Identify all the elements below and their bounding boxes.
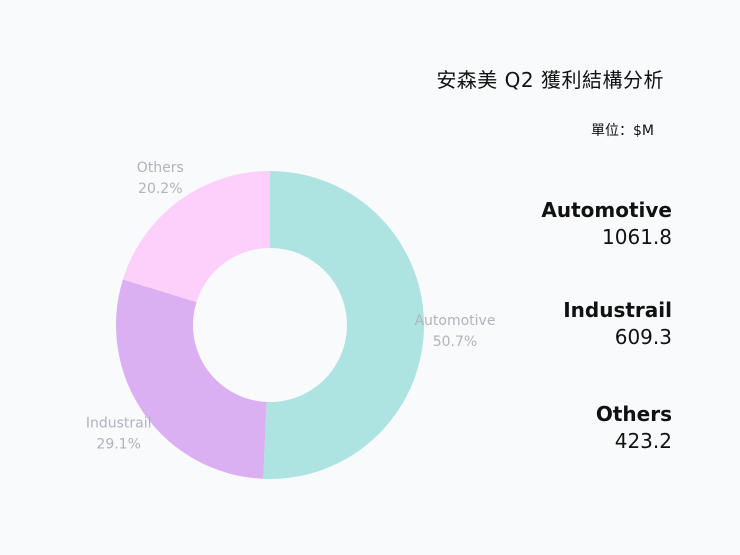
stat-industrail: Industrail 609.3 <box>452 296 672 350</box>
stat-value: 609.3 <box>614 325 672 349</box>
slice-category-label: Industrail <box>86 415 152 431</box>
stat-name: Others <box>595 402 672 426</box>
stat-name: Industrail <box>563 298 672 322</box>
donut-labels: Automotive 50.7% Industrail 29.1% Others 20.2… <box>86 160 496 452</box>
slice-percent-label: 29.1% <box>96 436 140 452</box>
unit-label: 單位：$M <box>591 123 654 139</box>
chart-title: 安森美 Q2 獲利結構分析 <box>436 68 664 92</box>
slice-label-industrail: Industrail 29.1% <box>86 415 152 452</box>
stat-value: 423.2 <box>614 429 672 453</box>
stat-value: 1061.8 <box>602 225 672 249</box>
slice-category-label: Others <box>137 160 184 176</box>
slice-percent-label: 20.2% <box>138 181 182 197</box>
donut-slices <box>115 171 424 479</box>
stat-name: Automotive <box>541 198 672 222</box>
slice-percent-label: 50.7% <box>433 334 477 350</box>
slice-others <box>122 171 270 303</box>
stat-automotive: Automotive 1061.8 <box>452 196 672 250</box>
slice-label-automotive: Automotive 50.7% <box>414 313 495 350</box>
slice-category-label: Automotive <box>414 313 495 329</box>
stat-others: Others 423.2 <box>452 400 672 454</box>
slice-automotive <box>263 171 424 479</box>
slice-label-others: Others 20.2% <box>137 160 184 197</box>
slice-industrail <box>115 279 267 479</box>
